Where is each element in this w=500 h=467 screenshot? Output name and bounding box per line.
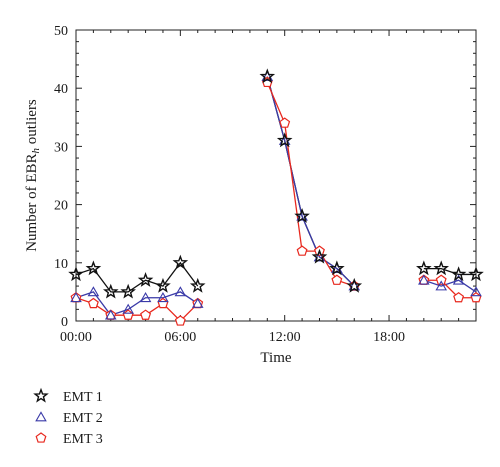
y-axis-title-main: Number of EBR <box>24 153 40 251</box>
series-3 <box>75 82 476 322</box>
data-point <box>470 286 482 297</box>
series-line <box>423 267 476 276</box>
plot-frame <box>75 29 477 322</box>
data-point <box>468 266 484 282</box>
data-point <box>191 297 204 308</box>
x-tick-label: 12:00 <box>269 330 301 345</box>
legend-label: EMT 1 <box>63 390 103 405</box>
series-line <box>423 279 477 293</box>
y-axis-title: Number of EBRh outliers <box>24 99 42 252</box>
legend-label: EMT 3 <box>63 432 103 447</box>
series-line <box>266 82 355 287</box>
y-tick-label: 30 <box>54 140 68 155</box>
data-point <box>452 274 465 285</box>
y-tick-label: 50 <box>54 24 68 39</box>
data-point <box>174 315 186 326</box>
legend-label: EMT 2 <box>63 411 103 426</box>
data-point <box>259 68 276 84</box>
legend-marker <box>35 432 47 443</box>
data-point <box>122 303 134 314</box>
data-point <box>276 132 293 148</box>
data-point <box>261 70 274 81</box>
data-point <box>313 251 326 262</box>
data-point <box>329 260 345 276</box>
x-axis-title: Time <box>260 350 291 366</box>
data-point <box>104 309 117 320</box>
data-point <box>140 309 152 320</box>
data-point <box>102 283 119 299</box>
data-point <box>346 277 363 293</box>
series-markers <box>70 76 482 326</box>
data-point <box>296 210 308 221</box>
data-point <box>435 280 448 291</box>
data-point <box>348 280 361 291</box>
data-point <box>433 260 450 276</box>
data-point <box>453 291 465 303</box>
legend-marker <box>33 387 49 403</box>
data-point <box>157 292 169 303</box>
x-tick-label: 18:00 <box>373 330 405 345</box>
data-point <box>87 297 99 309</box>
data-point <box>172 254 189 270</box>
data-point <box>189 277 206 293</box>
series-line <box>75 261 199 293</box>
data-point <box>294 208 310 223</box>
y-tick-label: 40 <box>54 82 68 97</box>
data-point <box>70 292 82 303</box>
series-line <box>266 76 355 287</box>
series-line <box>266 76 355 287</box>
series-markers <box>68 68 484 299</box>
legend: EMT 1 EMT 2 EMT 3 <box>33 387 103 447</box>
data-point <box>137 272 154 287</box>
y-axis-title-tail: outliers <box>24 99 40 148</box>
data-point <box>87 286 100 297</box>
data-point <box>278 134 291 145</box>
data-point <box>139 292 152 303</box>
y-tick-label: 20 <box>54 199 68 214</box>
data-point <box>418 274 430 285</box>
series-markers <box>70 70 482 320</box>
data-point <box>435 274 447 285</box>
data-point <box>450 266 467 282</box>
data-point <box>311 248 328 264</box>
y-axis-title-subscript: h <box>30 147 42 153</box>
data-point <box>85 260 102 276</box>
series-line <box>423 279 476 299</box>
y-tick-label: 10 <box>54 257 68 272</box>
plot-border <box>75 29 477 322</box>
data-point <box>155 277 171 293</box>
data-point <box>331 262 343 273</box>
legend-marker <box>35 411 47 422</box>
series-layer <box>68 68 484 326</box>
x-tick-label: 06:00 <box>164 330 196 345</box>
data-point <box>416 260 432 276</box>
data-point <box>331 274 343 285</box>
x-tick-label: 00:00 <box>60 330 92 345</box>
y-axis-ticks: 0 10 20 30 40 50 <box>54 24 476 330</box>
series-2 <box>75 76 477 316</box>
y-tick-label: 0 <box>61 315 68 330</box>
data-point <box>296 245 308 256</box>
data-point <box>174 286 187 297</box>
data-point <box>279 117 291 128</box>
data-point <box>120 283 136 299</box>
data-point <box>68 266 84 282</box>
